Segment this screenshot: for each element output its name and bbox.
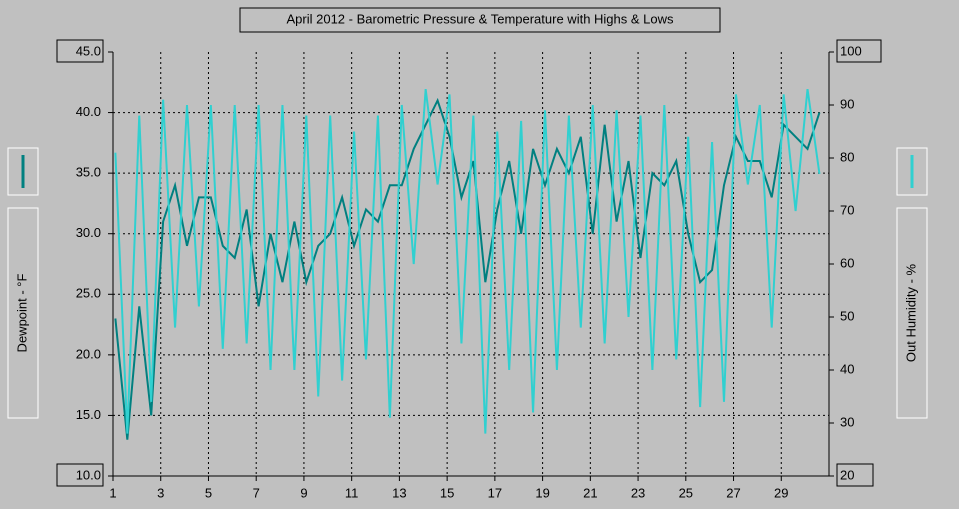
y2-tick-label: 90: [840, 96, 854, 111]
y-tick-label: 15.0: [76, 407, 101, 422]
y-tick-label: 25.0: [76, 286, 101, 301]
y2-tick-label: 60: [840, 255, 854, 270]
y2-tick-label: 70: [840, 202, 854, 217]
chart-title: April 2012 - Barometric Pressure & Tempe…: [286, 11, 674, 26]
title-box: [239, 7, 721, 33]
x-tick-label: 1: [109, 485, 116, 500]
x-tick-label: 3: [157, 485, 164, 500]
x-tick-label: 11: [345, 485, 359, 500]
y2-tick-label: 30: [840, 414, 854, 429]
y-axis-label: Dewpoint - °F: [14, 273, 29, 352]
y-tick-label: 20.0: [76, 346, 101, 361]
x-tick-label: 17: [488, 485, 502, 500]
x-tick-label: 23: [631, 485, 645, 500]
series-line: [114, 88, 821, 434]
y-tick-label: 45.0: [76, 43, 101, 58]
y2-tick-label: 20: [840, 467, 854, 482]
series-line: [114, 97, 821, 440]
x-tick-label: 9: [300, 485, 307, 500]
y-tick-label: 35.0: [76, 165, 101, 180]
ymax-box: [56, 39, 104, 63]
y-tick-label: 10.0: [76, 467, 101, 482]
y-tick-label: 40.0: [76, 104, 101, 119]
y2-axis-label: Out Humidity - %: [903, 263, 918, 362]
y2-tick-label: 40: [840, 361, 854, 376]
y2-tick-label: 100: [840, 43, 862, 58]
y2min-box: [836, 463, 874, 487]
y2-tick-label: 50: [840, 308, 854, 323]
x-tick-label: 21: [583, 485, 597, 500]
y2-tick-label: 80: [840, 149, 854, 164]
ylabel-box: [7, 207, 39, 419]
x-tick-label: 7: [253, 485, 260, 500]
x-tick-label: 29: [774, 485, 788, 500]
x-tick-label: 19: [535, 485, 549, 500]
y2max-box: [836, 39, 882, 63]
x-tick-label: 27: [726, 485, 740, 500]
y-tick-label: 30.0: [76, 225, 101, 240]
y2label-box: [896, 207, 928, 419]
x-tick-label: 13: [392, 485, 406, 500]
ymin-box: [56, 463, 104, 487]
x-tick-label: 25: [679, 485, 693, 500]
x-tick-label: 15: [440, 485, 454, 500]
x-tick-label: 5: [205, 485, 212, 500]
